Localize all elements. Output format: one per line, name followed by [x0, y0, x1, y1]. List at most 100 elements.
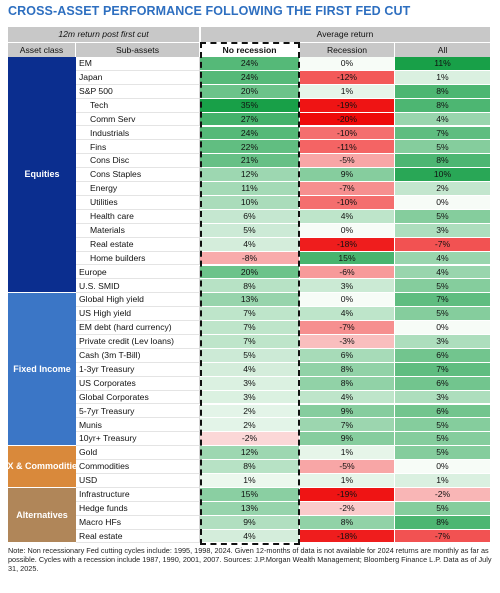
value-cell: 4%	[300, 390, 395, 405]
sub-asset: Europe	[76, 265, 200, 280]
value-cell: -7%	[395, 237, 491, 252]
value-cell: 8%	[200, 279, 300, 294]
value-cell: 8%	[395, 154, 491, 169]
value-cell: 5%	[395, 279, 491, 294]
value-cell: 9%	[300, 404, 395, 419]
value-cell: -12%	[300, 70, 395, 85]
sub-asset: EM	[76, 57, 200, 71]
value-cell: -2%	[200, 432, 300, 447]
header-group: Average return	[200, 27, 491, 42]
value-cell: -18%	[300, 237, 395, 252]
sub-asset: Utilities	[76, 196, 200, 210]
sub-asset: US Corporates	[76, 376, 200, 391]
value-cell: 6%	[395, 404, 491, 419]
value-cell: 5%	[395, 418, 491, 433]
value-cell: 13%	[200, 501, 300, 516]
value-cell: 4%	[200, 362, 300, 377]
value-cell: 8%	[300, 515, 395, 530]
sub-asset: Munis	[76, 418, 200, 433]
value-cell: 22%	[200, 140, 300, 155]
value-cell: 0%	[300, 57, 395, 71]
value-cell: 9%	[300, 432, 395, 447]
value-cell: 5%	[395, 446, 491, 461]
sub-asset: Materials	[76, 223, 200, 238]
value-cell: -7%	[395, 529, 491, 544]
column-header: Recession	[300, 42, 395, 57]
sub-asset: USD	[76, 474, 200, 488]
sub-asset: EM debt (hard currency)	[76, 321, 200, 335]
sub-asset: Private credit (Lev loans)	[76, 335, 200, 349]
value-cell: 10%	[200, 196, 300, 210]
sub-asset: Comm Serv	[76, 112, 200, 127]
value-cell: 13%	[200, 293, 300, 308]
value-cell: -19%	[300, 98, 395, 113]
value-cell: -7%	[300, 182, 395, 196]
value-cell: 7%	[395, 293, 491, 308]
asset-class: Alternatives	[8, 487, 76, 544]
value-cell: 0%	[300, 293, 395, 308]
value-cell: 3%	[395, 223, 491, 238]
value-cell: 6%	[200, 209, 300, 224]
value-cell: -2%	[300, 501, 395, 516]
sub-asset: Cash (3m T-Bill)	[76, 348, 200, 363]
value-cell: -6%	[300, 265, 395, 280]
value-cell: 10%	[395, 168, 491, 183]
value-cell: 4%	[300, 307, 395, 322]
value-cell: 1%	[395, 474, 491, 488]
value-cell: -19%	[300, 487, 395, 502]
header-group-left-blank	[200, 27, 201, 42]
sub-asset: 1-3yr Treasury	[76, 362, 200, 377]
value-cell: 1%	[300, 474, 395, 488]
value-cell: 4%	[300, 209, 395, 224]
value-cell: -10%	[300, 126, 395, 141]
value-cell: 20%	[200, 265, 300, 280]
value-cell: 7%	[200, 321, 300, 335]
sub-asset: U.S. SMID	[76, 279, 200, 294]
sub-asset: Infrastructure	[76, 487, 200, 502]
sub-asset: Gold	[76, 446, 200, 461]
value-cell: 7%	[300, 418, 395, 433]
sub-asset: Home builders	[76, 251, 200, 266]
sub-asset: Hedge funds	[76, 501, 200, 516]
sub-asset: 10yr+ Treasury	[76, 432, 200, 447]
value-cell: 6%	[300, 348, 395, 363]
sub-asset: Industrials	[76, 126, 200, 141]
value-cell: 3%	[200, 390, 300, 405]
sub-asset: Real estate	[76, 237, 200, 252]
column-header: Asset class	[8, 42, 76, 57]
column-header: All	[395, 42, 491, 57]
value-cell: -3%	[300, 335, 395, 349]
column-header: Sub-assets	[76, 42, 200, 57]
value-cell: 4%	[200, 237, 300, 252]
sub-asset: Tech	[76, 98, 200, 113]
value-cell: 0%	[395, 321, 491, 335]
value-cell: 20%	[200, 84, 300, 99]
value-cell: -20%	[300, 112, 395, 127]
value-cell: -7%	[300, 321, 395, 335]
value-cell: 2%	[200, 404, 300, 419]
value-cell: -11%	[300, 140, 395, 155]
sub-asset: Cons Disc	[76, 154, 200, 169]
value-cell: 24%	[200, 70, 300, 85]
sub-asset: Global High yield	[76, 293, 200, 308]
value-cell: 7%	[395, 362, 491, 377]
value-cell: 4%	[200, 529, 300, 544]
asset-class: Fixed Income	[8, 293, 76, 447]
value-cell: 11%	[200, 182, 300, 196]
value-cell: 24%	[200, 57, 300, 71]
value-cell: 12%	[200, 168, 300, 183]
value-cell: 1%	[200, 474, 300, 488]
value-cell: 9%	[200, 515, 300, 530]
value-cell: 3%	[395, 390, 491, 405]
value-cell: 4%	[395, 265, 491, 280]
value-cell: 8%	[395, 98, 491, 113]
column-header: No recession	[200, 42, 300, 57]
value-cell: 12%	[200, 446, 300, 461]
value-cell: 5%	[200, 348, 300, 363]
value-cell: 6%	[395, 348, 491, 363]
sub-asset: Fins	[76, 140, 200, 155]
value-cell: 3%	[300, 279, 395, 294]
